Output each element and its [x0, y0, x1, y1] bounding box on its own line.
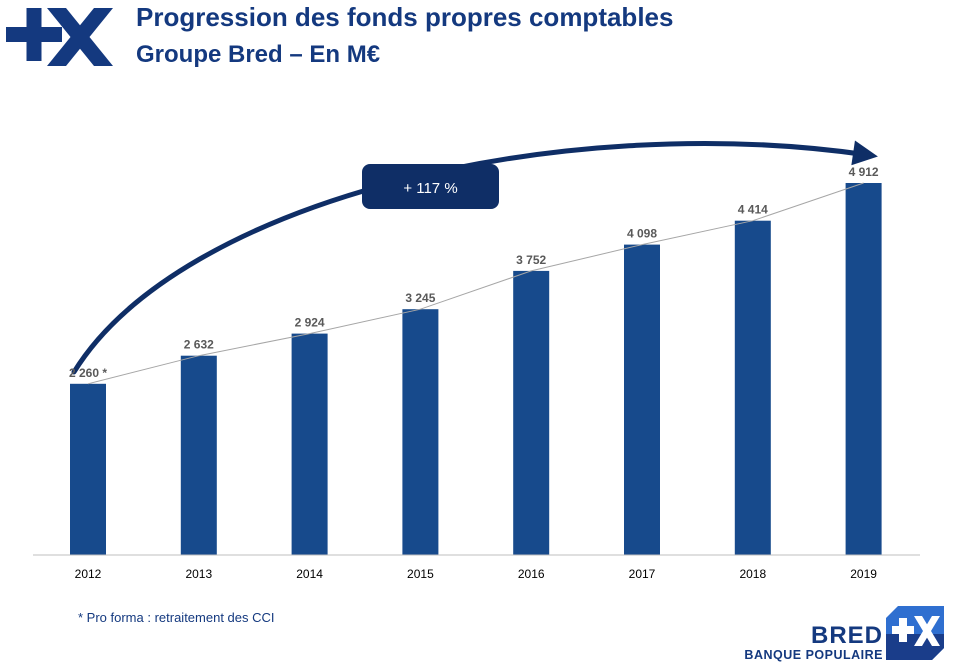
tick-label-2019: 2019 [850, 567, 877, 581]
footnote: * Pro forma : retraitement des CCI [78, 610, 275, 625]
value-label-2018: 4 414 [738, 203, 768, 217]
brand-tagline: BANQUE POPULAIRE [744, 648, 883, 662]
value-label-2016: 3 752 [516, 253, 546, 267]
tick-label-2015: 2015 [407, 567, 434, 581]
annotation-label: + 117 % [403, 180, 457, 197]
tick-label-2016: 2016 [518, 567, 545, 581]
bar-2016 [513, 270, 550, 555]
brand-name: BRED [810, 622, 883, 649]
brand-block: BRED BANQUE POPULAIRE [736, 604, 972, 666]
annotation-box: + 117 % [362, 164, 499, 209]
bar-2018 [734, 220, 771, 555]
value-label-2019: 4 912 [849, 165, 879, 179]
plus-x-logo-icon [886, 606, 944, 660]
bars-group [70, 183, 882, 555]
tick-label-2014: 2014 [296, 567, 323, 581]
trend-line [87, 182, 864, 385]
value-label-2015: 3 245 [405, 291, 435, 305]
labels-group: 2 260 * 2012 2 632 2013 2 924 2014 3 245 2015 3 … [69, 165, 879, 581]
tick-label-2018: 2018 [739, 567, 766, 581]
bar-2017 [624, 244, 660, 555]
plus-x-logo-icon [6, 8, 113, 66]
tick-label-2017: 2017 [629, 567, 656, 581]
page-subtitle: Groupe Bred – En M€ [136, 41, 381, 68]
value-label-2014: 2 924 [295, 316, 325, 330]
value-label-2017: 4 098 [627, 227, 657, 241]
bar-2015 [402, 309, 439, 555]
bar-2013 [180, 355, 217, 555]
bar-2012 [70, 383, 106, 555]
page-title: Progression des fonds propres comptables [136, 2, 674, 32]
value-label-2013: 2 632 [184, 338, 214, 352]
tick-label-2013: 2013 [185, 567, 212, 581]
bar-2014 [291, 333, 328, 555]
value-label-2012: 2 260 * [69, 366, 107, 380]
tick-label-2012: 2012 [75, 567, 102, 581]
bar-2019 [845, 183, 882, 555]
